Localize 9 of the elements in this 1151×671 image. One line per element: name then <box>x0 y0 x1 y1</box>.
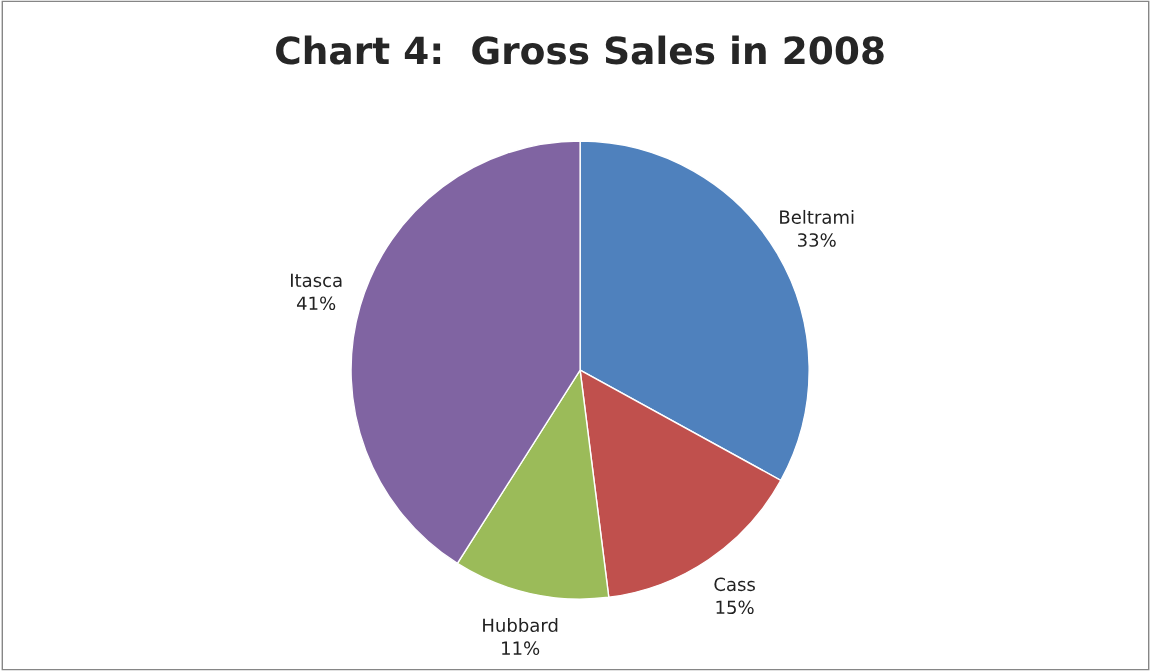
chart-title: Chart 4: Gross Sales in 2008 <box>276 35 884 65</box>
data-label: 11% <box>502 641 540 656</box>
data-label: 41% <box>296 296 336 311</box>
slice-label: Itasca <box>291 273 342 288</box>
slice-label: Cass <box>714 577 755 592</box>
data-label: 33% <box>798 233 836 247</box>
slice-label: Hubbard <box>483 618 558 633</box>
data-label: 15% <box>716 600 754 615</box>
slice-label: Beltrami <box>780 209 854 224</box>
